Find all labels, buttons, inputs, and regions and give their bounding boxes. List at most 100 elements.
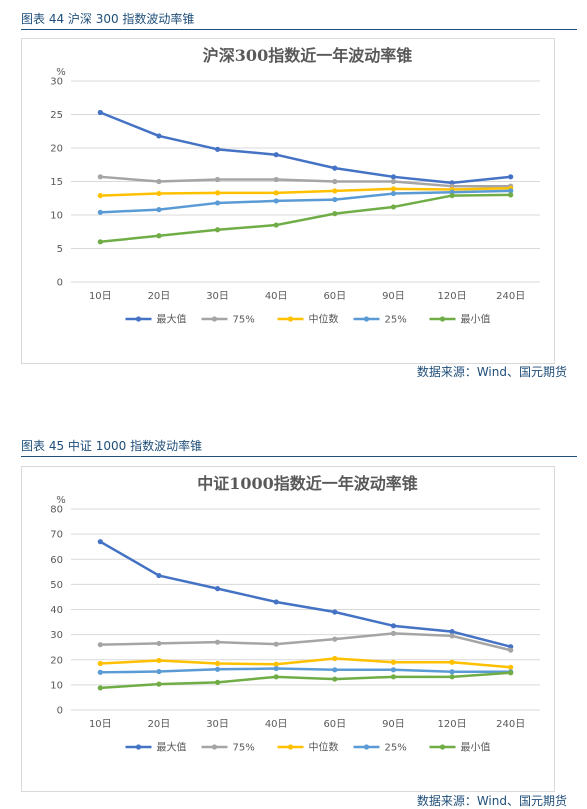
data-point bbox=[390, 178, 397, 185]
data-point bbox=[214, 227, 221, 233]
series-中位数 bbox=[97, 655, 514, 670]
data-point bbox=[273, 665, 279, 672]
legend-item: 25% bbox=[353, 743, 407, 754]
legend-swatch-marker bbox=[135, 316, 142, 322]
series-25% bbox=[97, 188, 514, 215]
data-point bbox=[273, 198, 279, 204]
x-tick-label: 30日 bbox=[206, 719, 229, 730]
legend-item: 最小值 bbox=[429, 313, 491, 326]
legend-label: 最大值 bbox=[157, 741, 187, 754]
legend-swatch-marker bbox=[439, 744, 446, 750]
chart-title: 沪深300指数近一年波动率锥 bbox=[203, 46, 412, 65]
data-point bbox=[508, 174, 514, 180]
y-tick-label: 30 bbox=[50, 77, 63, 88]
data-point bbox=[449, 633, 455, 639]
data-point bbox=[156, 207, 162, 213]
legend-swatch-marker bbox=[363, 316, 370, 322]
legend-label: 25% bbox=[385, 743, 407, 754]
data-point bbox=[97, 642, 103, 648]
x-tick-label: 10日 bbox=[89, 719, 112, 730]
data-point bbox=[97, 209, 103, 215]
chart-svg: 沪深300指数近一年波动率锥% 0 5 10 15 20 25 30 10日 20日 30日 40日 6… bbox=[50, 46, 540, 326]
data-point bbox=[390, 174, 397, 180]
data-point bbox=[97, 109, 103, 116]
x-tick-label: 240日 bbox=[496, 291, 525, 302]
data-point bbox=[508, 192, 514, 198]
series-75% bbox=[97, 174, 514, 189]
series-中位数 bbox=[97, 185, 514, 199]
legend-label: 25% bbox=[385, 315, 407, 326]
data-point bbox=[390, 186, 397, 192]
data-point bbox=[273, 674, 279, 680]
data-point bbox=[97, 539, 103, 545]
legend-item: 最大值 bbox=[125, 741, 187, 754]
data-point bbox=[273, 599, 279, 605]
legend-swatch-marker bbox=[363, 744, 370, 750]
x-tick-label: 90日 bbox=[382, 291, 405, 302]
data-point bbox=[449, 629, 455, 635]
x-tick-label: 40日 bbox=[265, 719, 288, 730]
legend-item: 75% bbox=[201, 315, 255, 326]
series-最小值 bbox=[97, 670, 514, 691]
data-point bbox=[449, 659, 455, 665]
chart-csi1000-volatility-cone: 中证1000指数近一年波动率锥% 0 10 20 30 40 50 60 70 80 10日 20日 3… bbox=[21, 466, 555, 792]
data-point bbox=[508, 664, 514, 670]
legend-label: 75% bbox=[233, 743, 255, 754]
data-point bbox=[508, 188, 514, 194]
data-point bbox=[332, 211, 338, 217]
legend-swatch-marker bbox=[211, 744, 218, 750]
legend-swatch-marker bbox=[287, 744, 294, 750]
data-point bbox=[449, 674, 455, 680]
data-point bbox=[156, 190, 162, 197]
data-point bbox=[273, 152, 279, 158]
y-tick-label: 20 bbox=[50, 655, 63, 666]
figure-caption-45: 图表 45 中证 1000 指数波动率锥 bbox=[21, 439, 203, 453]
data-point bbox=[332, 636, 338, 642]
data-point bbox=[156, 668, 162, 675]
chart-title: 中证1000指数近一年波动率锥 bbox=[197, 474, 418, 493]
y-tick-label: 70 bbox=[50, 530, 63, 541]
legend-item: 最小值 bbox=[429, 741, 491, 754]
data-point bbox=[332, 676, 338, 682]
data-point bbox=[332, 667, 338, 673]
data-point bbox=[214, 639, 221, 645]
x-tick-label: 60日 bbox=[323, 719, 346, 730]
series-line bbox=[99, 111, 512, 185]
x-tick-label: 240日 bbox=[496, 719, 525, 730]
series-line bbox=[99, 632, 512, 652]
data-point bbox=[332, 609, 338, 615]
x-tick-label: 60日 bbox=[323, 291, 346, 302]
y-tick-label: 10 bbox=[50, 680, 63, 691]
legend-swatch-marker bbox=[211, 316, 218, 322]
data-point bbox=[449, 669, 455, 675]
data-point bbox=[508, 647, 514, 653]
legend-item: 75% bbox=[201, 743, 255, 754]
data-point bbox=[273, 641, 279, 647]
data-point bbox=[332, 165, 338, 171]
y-tick-label: 30 bbox=[50, 630, 63, 641]
data-point bbox=[214, 146, 221, 152]
data-point bbox=[97, 669, 103, 675]
data-point bbox=[390, 667, 397, 673]
series-line bbox=[99, 667, 512, 674]
legend-swatch-marker bbox=[287, 316, 294, 322]
x-tick-label: 40日 bbox=[265, 291, 288, 302]
legend-swatch-marker bbox=[135, 744, 142, 750]
series-line bbox=[99, 189, 512, 214]
data-point bbox=[332, 188, 338, 194]
data-point bbox=[390, 204, 397, 210]
y-tick-label: 10 bbox=[50, 211, 63, 222]
x-tick-label: 10日 bbox=[89, 291, 112, 302]
data-point bbox=[390, 630, 397, 636]
chart-svg: 中证1000指数近一年波动率锥% 0 10 20 30 40 50 60 70 80 10日 20日 3… bbox=[50, 474, 540, 754]
y-tick-label: 20 bbox=[50, 144, 63, 155]
data-point bbox=[214, 190, 221, 196]
data-point bbox=[332, 178, 338, 185]
data-point bbox=[156, 133, 162, 139]
legend-label: 最小值 bbox=[461, 741, 491, 754]
data-point bbox=[273, 190, 279, 196]
x-tick-label: 90日 bbox=[382, 719, 405, 730]
data-point bbox=[214, 679, 221, 685]
chart-hs300-volatility-cone: 沪深300指数近一年波动率锥% 0 5 10 15 20 25 30 10日 20日 30日 40日 6… bbox=[21, 38, 555, 364]
series-line bbox=[99, 175, 512, 188]
